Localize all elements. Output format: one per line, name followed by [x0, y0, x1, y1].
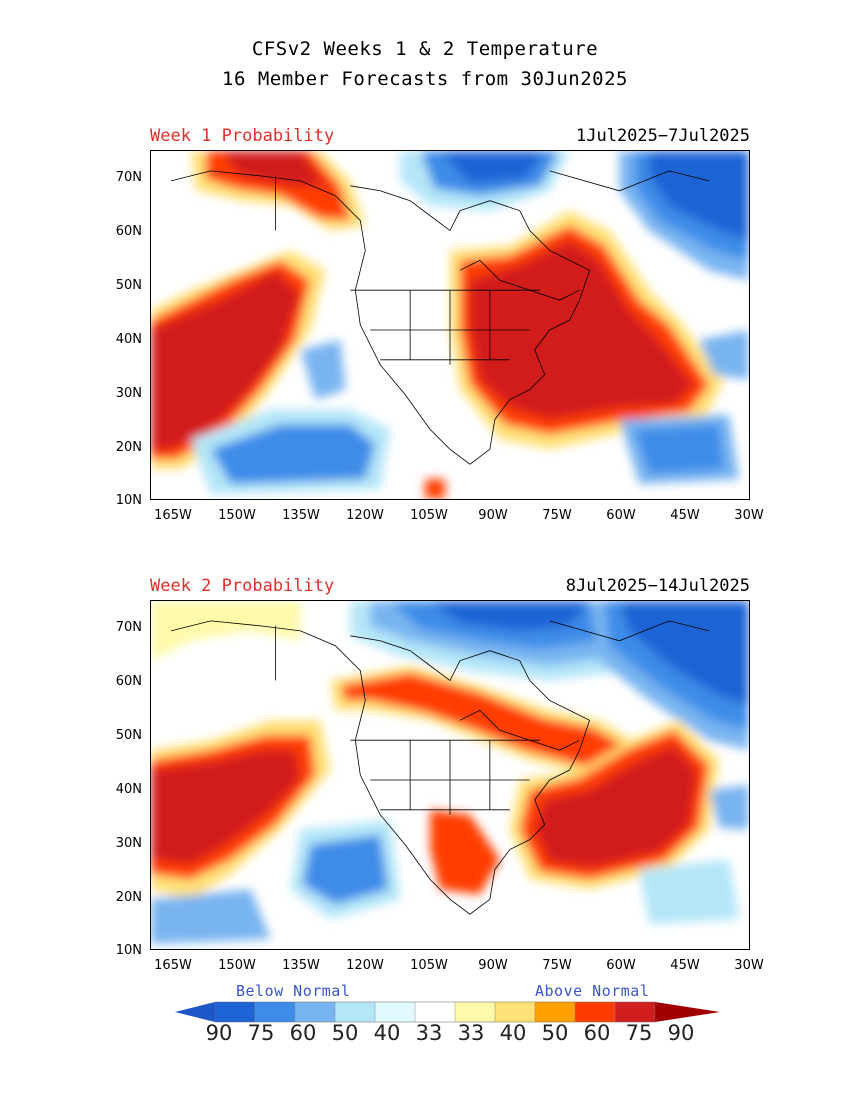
legend-value-above-60: 60 [583, 1021, 611, 1045]
legend-swatch-below-40 [375, 1002, 415, 1022]
panel2-lon-30w: 30W [734, 958, 764, 973]
panel1-lat-60n: 60N [115, 224, 142, 239]
legend-swatch-above-60 [575, 1002, 615, 1022]
week1-probability-map [150, 150, 750, 500]
legend-swatch-below-75 [255, 1002, 295, 1022]
panel2-lon-60w: 60W [606, 958, 636, 973]
panel1-lon-30w: 30W [734, 508, 764, 523]
panel2-lat-70n: 70N [115, 620, 142, 635]
legend-swatch-neutral [415, 1002, 455, 1022]
panel1-lon-150w: 150W [218, 508, 256, 523]
panel2-lon-165w: 165W [154, 958, 192, 973]
chart-subtitle: 16 Member Forecasts from 30Jun2025 [222, 68, 628, 90]
panel1-lat-10n: 10N [115, 493, 142, 508]
week1-coastlines [170, 170, 710, 465]
panel2-lon-45w: 45W [670, 958, 700, 973]
panel1-dates: 1Jul2025−7Jul2025 [576, 126, 750, 146]
panel1-lon-165w: 165W [154, 508, 192, 523]
panel2-lat-50n: 50N [115, 728, 142, 743]
panel2-lon-90w: 90W [478, 958, 508, 973]
panel1-lon-90w: 90W [478, 508, 508, 523]
panel2-lon-135w: 135W [282, 958, 320, 973]
panel2-lat-60n: 60N [115, 674, 142, 689]
legend-swatch-above-33 [455, 1002, 495, 1022]
panel1-lon-60w: 60W [606, 508, 636, 523]
week2-anomaly-shading [151, 601, 749, 945]
legend-value-above-50: 50 [541, 1021, 569, 1045]
legend-value-above-75: 75 [625, 1021, 653, 1045]
panel1-lat-40n: 40N [115, 332, 142, 347]
panel1-label: Week 1 Probability [150, 126, 335, 146]
panel2-lat-40n: 40N [115, 782, 142, 797]
legend-value-below-60: 60 [289, 1021, 317, 1045]
panel2-lon-120w: 120W [346, 958, 384, 973]
panel2-lat-20n: 20N [115, 890, 142, 905]
panel1-lon-45w: 45W [670, 508, 700, 523]
panel1-lat-70n: 70N [115, 170, 142, 185]
legend-arrow-below [175, 1002, 215, 1022]
legend-arrow-above [655, 1002, 720, 1022]
legend-swatch-above-50 [535, 1002, 575, 1022]
week1-anomaly-shading [151, 151, 749, 499]
week2-probability-map [150, 600, 750, 950]
panel2-lon-75w: 75W [542, 958, 572, 973]
panel2-dates: 8Jul2025−14Jul2025 [565, 576, 750, 596]
legend-colorbar [175, 1001, 720, 1023]
panel2-lat-30n: 30N [115, 836, 142, 851]
legend-swatch-above-40 [495, 1002, 535, 1022]
panel2-lon-105w: 105W [410, 958, 448, 973]
legend-value-below-40: 40 [373, 1021, 401, 1045]
week2-coastlines [170, 620, 710, 915]
legend-swatch-below-50 [335, 1002, 375, 1022]
legend-above-normal-caption: Above Normal [535, 982, 650, 1000]
legend-swatch-above-75 [615, 1002, 655, 1022]
chart-title: CFSv2 Weeks 1 & 2 Temperature [251, 38, 599, 60]
panel1-lat-30n: 30N [115, 386, 142, 401]
panel2-lat-10n: 10N [115, 943, 142, 958]
panel1-lon-105w: 105W [410, 508, 448, 523]
legend-value-below-33: 33 [415, 1021, 443, 1045]
legend-value-above-33: 33 [457, 1021, 485, 1045]
panel1-lat-20n: 20N [115, 440, 142, 455]
legend-below-normal-caption: Below Normal [236, 982, 351, 1000]
legend-value-below-75: 75 [247, 1021, 275, 1045]
panel2-lon-150w: 150W [218, 958, 256, 973]
legend-value-above-40: 40 [499, 1021, 527, 1045]
panel1-lat-50n: 50N [115, 278, 142, 293]
panel1-lon-120w: 120W [346, 508, 384, 523]
legend-swatch-below-90 [215, 1002, 255, 1022]
panel2-label: Week 2 Probability [150, 576, 335, 596]
panel1-lon-75w: 75W [542, 508, 572, 523]
panel1-lon-135w: 135W [282, 508, 320, 523]
legend-swatch-below-60 [295, 1002, 335, 1022]
legend-value-above-90: 90 [667, 1021, 695, 1045]
legend-value-below-90: 90 [205, 1021, 233, 1045]
legend-value-below-50: 50 [331, 1021, 359, 1045]
